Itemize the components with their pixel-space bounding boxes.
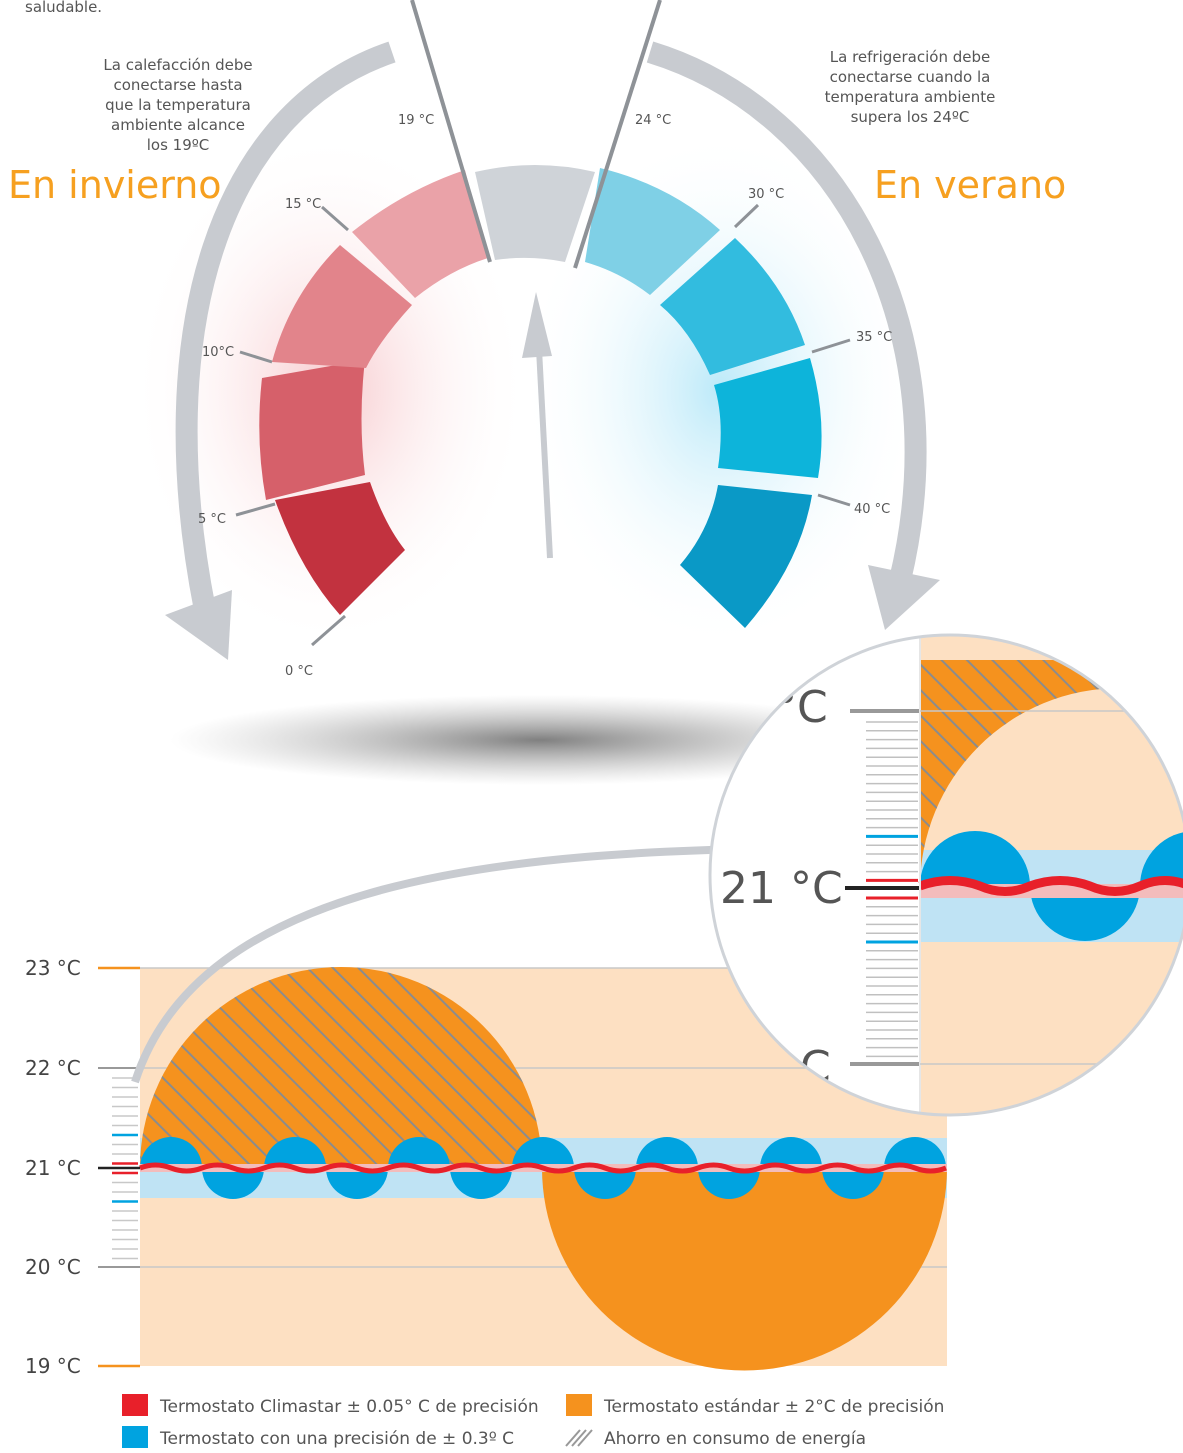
legend-savings: Ahorro en consumo de energía	[604, 1429, 866, 1449]
winter-title: En invierno	[8, 163, 222, 207]
summer-note-line: temperatura ambiente	[825, 88, 996, 106]
precision03-lobe	[636, 1137, 698, 1168]
tick-line-10	[239, 350, 273, 364]
legend-swatch-standard	[566, 1394, 592, 1416]
summer-curved-arrow	[646, 41, 927, 583]
axis-label-19: 19 °C	[25, 1354, 81, 1378]
precision03-lobe	[202, 1168, 264, 1199]
summer-note-line: supera los 24ºC	[851, 108, 970, 126]
precision03-wave	[140, 1137, 946, 1199]
dial-shadow	[170, 695, 910, 785]
legend-swatch-climastar	[122, 1394, 148, 1416]
winter-note-line: que la temperatura	[105, 96, 251, 114]
segment-5-10	[259, 360, 365, 500]
legend-standard: Termostato estándar ± 2°C de precisión	[603, 1397, 944, 1417]
legend-climastar: Termostato Climastar ± 0.05° C de precis…	[159, 1397, 539, 1417]
tick-line-30	[733, 203, 760, 229]
tick-5: 5 °C	[198, 512, 226, 527]
climastar-line	[139, 1162, 947, 1174]
dial-pointer-head	[522, 292, 552, 358]
dial-pointer	[535, 329, 553, 559]
summer-note-line: La refrigeración debe	[830, 48, 990, 66]
summer-note-line: conectarse cuando la	[830, 68, 991, 86]
tick-15: 15 °C	[285, 197, 321, 212]
winter-note-line: La calefacción debe	[103, 56, 252, 74]
summer-arrow-head	[868, 565, 940, 630]
segment-35-40	[714, 358, 822, 478]
precision03-lobe	[450, 1168, 512, 1199]
segment-30-35	[660, 238, 805, 375]
precision03-lobe	[884, 1137, 946, 1168]
precision03-lobe	[264, 1137, 326, 1168]
top-caption: saludable.	[25, 0, 102, 16]
precision03-lobe	[326, 1168, 388, 1199]
dial	[235, 0, 851, 647]
tick-24: 24 °C	[635, 113, 671, 128]
tick-19: 19 °C	[398, 113, 434, 128]
segment-24-30	[585, 168, 720, 295]
tick-line-35	[811, 338, 851, 354]
tick-line-40	[817, 493, 851, 507]
climastar-wave	[139, 1162, 947, 1174]
winter-note-line: conectarse hasta	[113, 76, 242, 94]
tick-10: 10°C	[202, 345, 234, 360]
precision03-lobe	[760, 1137, 822, 1168]
precision03-lobe	[574, 1168, 636, 1199]
segment-40-plus	[680, 485, 812, 628]
hatch-icon	[565, 1429, 593, 1447]
summer-note: La refrigeración debe conectarse cuando …	[825, 48, 996, 126]
legend: Termostato Climastar ± 0.05° C de precis…	[122, 1394, 944, 1449]
tick-35: 35 °C	[856, 330, 892, 345]
segment-neutral	[475, 165, 595, 262]
zoom-label-top: °C	[775, 682, 828, 733]
precision03-lobe	[822, 1168, 884, 1199]
tick-0: 0 °C	[285, 664, 313, 679]
precision03-lobe	[512, 1137, 574, 1168]
segment-10-15	[272, 245, 412, 368]
dial-tick-labels: 0 °C 5 °C 10°C 15 °C 19 °C 24 °C 30 °C 3…	[198, 113, 892, 679]
zoom-label-mid: 21 °C	[720, 863, 843, 914]
legend-precision03: Termostato con una precisión de ± 0.3º C	[159, 1429, 514, 1449]
axis-label-21: 21 °C	[25, 1156, 81, 1180]
winter-arrow-head	[165, 590, 232, 660]
summer-title: En verano	[874, 163, 1066, 207]
axis-scale	[112, 1077, 138, 1260]
axis-label-20: 20 °C	[25, 1255, 81, 1279]
precision03-lobe	[388, 1137, 450, 1168]
winter-note-line: ambiente alcance	[111, 116, 245, 134]
precision03-lobe	[698, 1168, 760, 1199]
tick-line-0	[311, 614, 346, 647]
winter-note: La calefacción debe conectarse hasta que…	[103, 56, 252, 154]
legend-swatch-precision03	[122, 1426, 148, 1448]
standard-lower-half	[542, 1168, 947, 1371]
tick-40: 40 °C	[854, 502, 890, 517]
winter-curved-arrow	[175, 41, 396, 613]
segment-15-19	[352, 170, 488, 298]
segment-0-5	[275, 482, 405, 615]
axis-label-23: 23 °C	[25, 956, 81, 980]
tick-30: 30 °C	[748, 187, 784, 202]
savings-hatch	[140, 967, 542, 1168]
needle-24	[573, 0, 662, 269]
precision03-lobe	[140, 1137, 202, 1168]
zoom-connector-arrow	[131, 808, 847, 1084]
axis-label-22: 22 °C	[25, 1056, 81, 1080]
tick-line-15	[321, 205, 349, 232]
winter-note-line: los 19ºC	[147, 136, 210, 154]
needle-19	[410, 0, 492, 263]
tick-line-5	[235, 502, 276, 517]
